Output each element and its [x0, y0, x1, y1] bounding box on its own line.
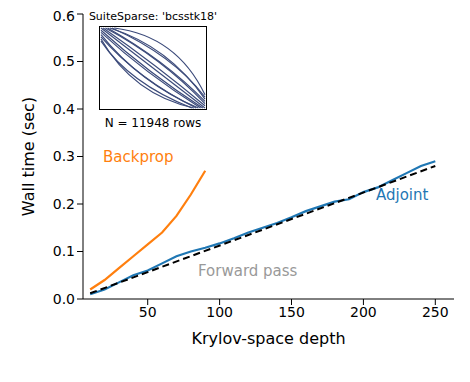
html-text:N = 11948 rows: N = 11948 rows — [104, 116, 202, 130]
svg-text:0.5: 0.5 — [53, 53, 75, 69]
svg-text:0.6: 0.6 — [53, 8, 75, 24]
svg-text:0.3: 0.3 — [53, 148, 75, 164]
svg-text:Wall time (sec): Wall time (sec) — [19, 97, 38, 216]
html-text:Forward pass: Forward pass — [198, 262, 298, 280]
svg-text:0.0: 0.0 — [53, 291, 75, 307]
svg-text:0.4: 0.4 — [53, 101, 75, 117]
html-text:SuiteSparse: 'bcsstk18': SuiteSparse: 'bcsstk18' — [88, 10, 218, 23]
svg-text:Krylov-space depth: Krylov-space depth — [191, 329, 345, 348]
svg-text:100: 100 — [206, 304, 233, 320]
svg-text:200: 200 — [350, 304, 377, 320]
svg-text:0.2: 0.2 — [53, 196, 75, 212]
svg-text:250: 250 — [422, 304, 449, 320]
svg-text:150: 150 — [278, 304, 305, 320]
html-text:Backprop: Backprop — [103, 148, 174, 166]
svg-text:50: 50 — [139, 304, 157, 320]
html-text:Adjoint: Adjoint — [376, 186, 429, 204]
svg-text:0.1: 0.1 — [53, 243, 75, 259]
